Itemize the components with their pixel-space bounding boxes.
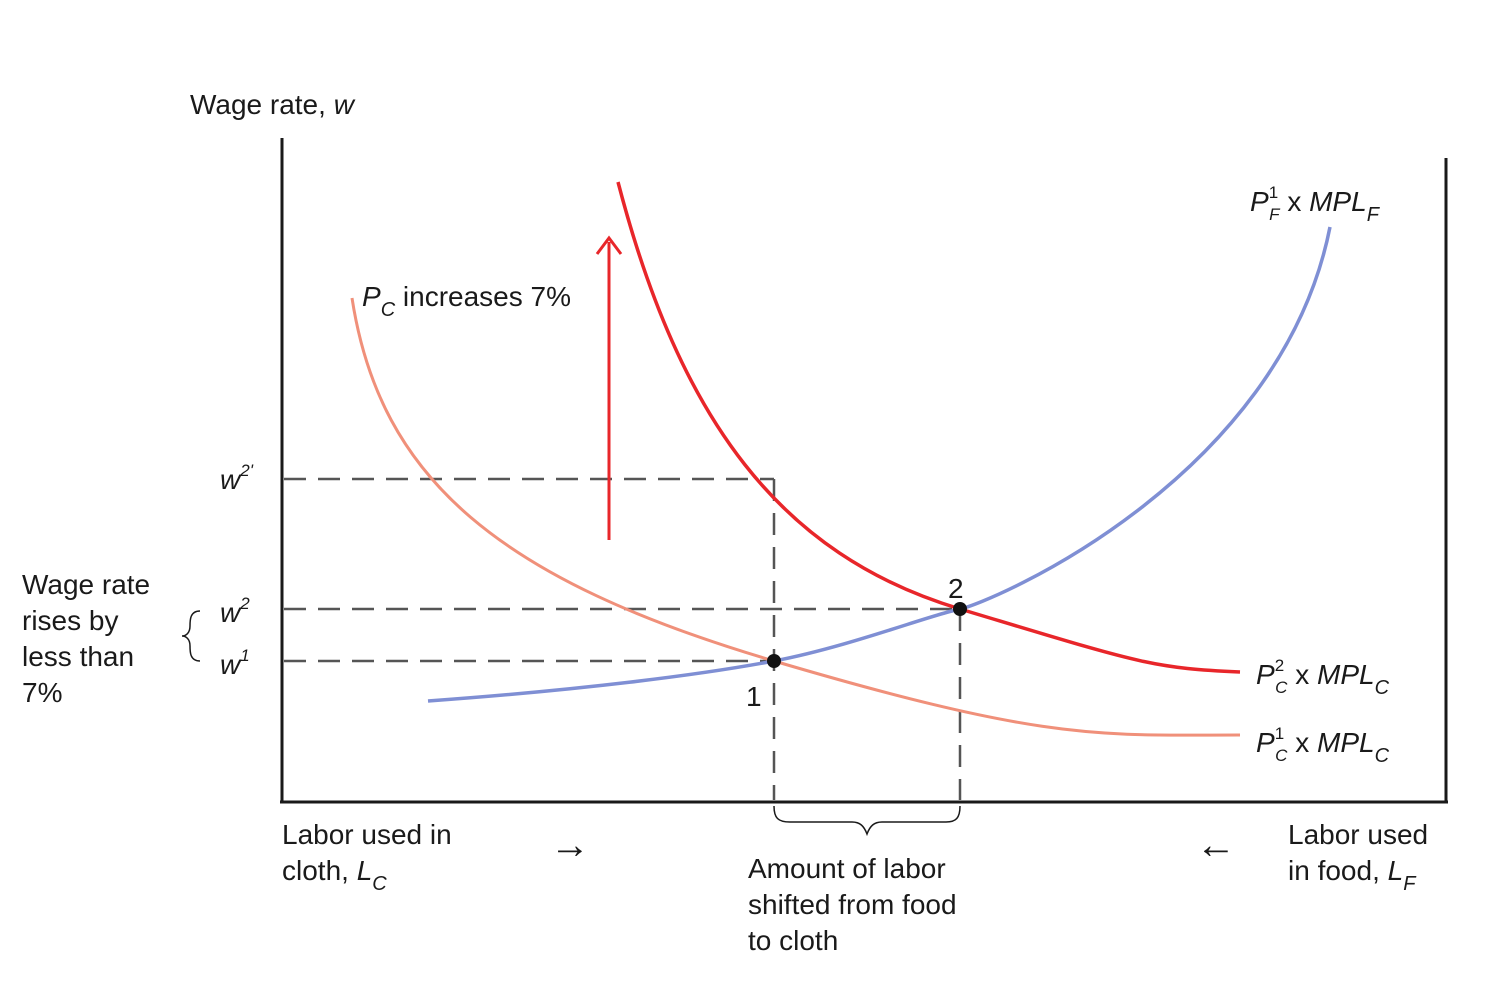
food-curve-label: P1 F x MPLF (1250, 183, 1381, 226)
cloth-old-curve (350, 297, 1241, 737)
wage-rise-note: Wage rate rises by less than 7% (22, 569, 158, 708)
x-right-arrow: ← (1196, 823, 1236, 867)
equilibrium-point-1 (767, 654, 781, 668)
cloth-new-curve-label: P2 C x MPLC (1256, 656, 1390, 699)
w2-label: w2 (220, 594, 250, 628)
price-increase-arrow-head (595, 235, 623, 255)
cloth-old-curve-label: P1 C x MPLC (1256, 724, 1390, 767)
equilibrium-point-2 (953, 602, 967, 616)
x-left-label: Labor used in cloth, LC (282, 819, 459, 895)
w2prime-label: w2' (220, 461, 254, 495)
y-axis-label: Wage rate, w (190, 89, 356, 120)
labor-shift-note: Amount of labor shifted from food to clo… (748, 853, 964, 956)
point-1-label: 1 (746, 681, 762, 712)
food-curve (427, 226, 1332, 703)
x-right-label: Labor used in food, LF (1288, 819, 1436, 895)
labor-shift-brace (773, 805, 961, 837)
cloth-new-curve (616, 181, 1241, 674)
x-left-arrow: → (550, 823, 590, 867)
price-increase-label: PC increases 7% (362, 281, 571, 321)
w1-label: w1 (220, 646, 250, 680)
wage-rise-brace (181, 610, 201, 662)
point-2-label: 2 (948, 573, 964, 604)
